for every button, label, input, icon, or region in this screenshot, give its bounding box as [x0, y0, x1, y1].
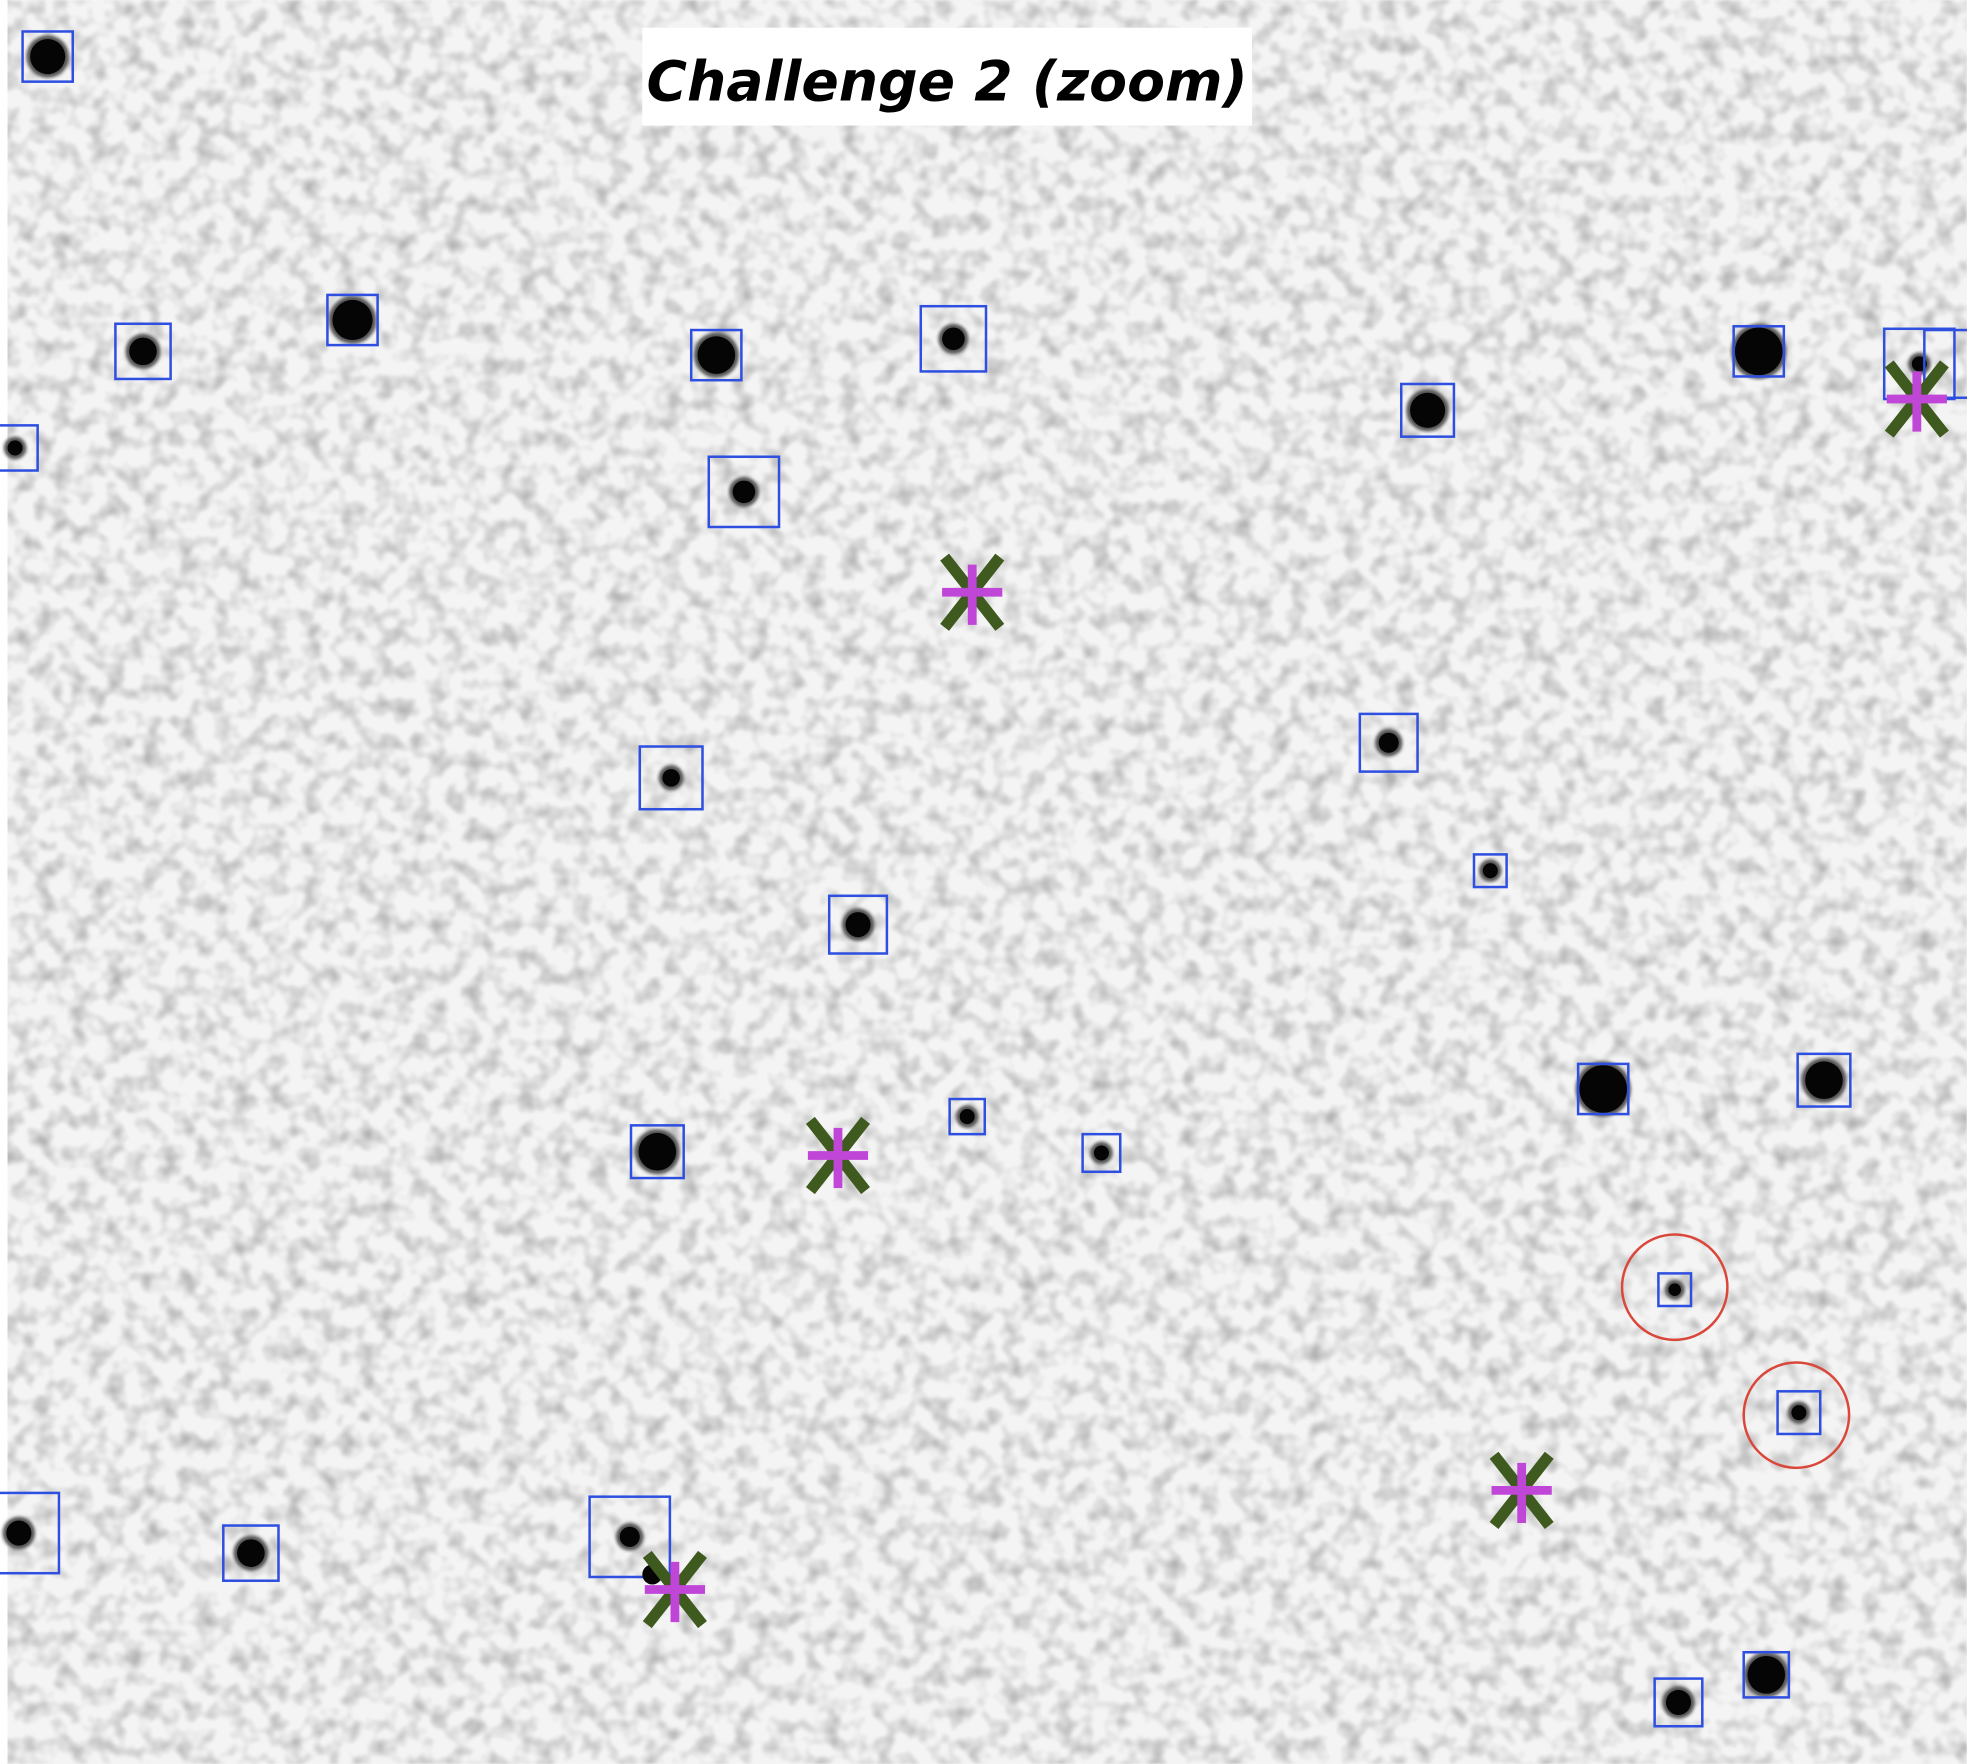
star [1805, 1061, 1843, 1099]
noise [0, 0, 1967, 1764]
star [1747, 1656, 1785, 1694]
star [846, 912, 871, 937]
star [30, 39, 65, 74]
star [960, 1109, 975, 1124]
star [662, 769, 680, 787]
star [237, 1539, 265, 1567]
star [8, 440, 23, 455]
star [697, 336, 735, 374]
sky-image: Challenge 2 (zoom) [0, 0, 1967, 1764]
star [1666, 1690, 1691, 1715]
star [1735, 328, 1783, 376]
left-edge [0, 0, 8, 1764]
star [620, 1527, 640, 1547]
star [1483, 863, 1498, 878]
star [332, 300, 372, 340]
star [1410, 393, 1445, 428]
star [1668, 1283, 1681, 1296]
star [129, 338, 157, 366]
star [733, 481, 756, 504]
page: Challenge 2 (zoom) (() => { const data =… [0, 0, 1967, 1764]
star [6, 1521, 31, 1546]
star [1579, 1065, 1627, 1113]
star [1379, 733, 1399, 753]
star [1094, 1145, 1109, 1160]
star [639, 1133, 677, 1171]
title: Challenge 2 (zoom) [646, 50, 1247, 114]
star [942, 328, 965, 351]
star [1791, 1405, 1806, 1420]
